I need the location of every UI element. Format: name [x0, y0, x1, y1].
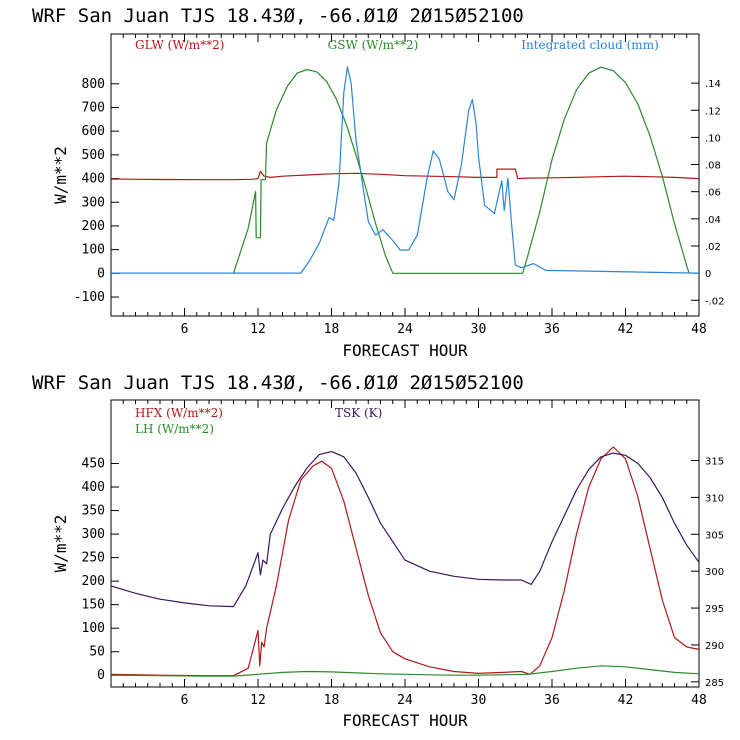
y2-tick-label: 285	[705, 678, 724, 689]
y-tick-label: 300	[82, 195, 105, 210]
x-tick-label: 18	[324, 693, 340, 708]
y2-tick-label: 0	[705, 269, 711, 280]
y-tick-label: 500	[82, 148, 105, 163]
chart-title: WRF San Juan TJS 18.43Ø, -66.Ø1Ø 2Ø15Ø52…	[32, 5, 524, 27]
y2-tick-label: 305	[705, 530, 724, 541]
x-axis-label: FORECAST HOUR	[342, 711, 468, 730]
x-axis-label: FORECAST HOUR	[342, 341, 468, 360]
x-tick-label: 48	[691, 693, 707, 708]
plot-frame	[110, 399, 700, 688]
y-tick-label: 150	[82, 598, 105, 613]
x-tick-label: 12	[250, 693, 266, 708]
y2-tick-label: .10	[705, 133, 721, 144]
y2-tick-label: 315	[705, 456, 724, 467]
y-axis-label: W/m**2	[51, 515, 70, 573]
chart-title: WRF San Juan TJS 18.43Ø, -66.Ø1Ø 2Ø15Ø52…	[32, 372, 524, 394]
y-tick-label: 0	[97, 266, 105, 281]
legend-entry: HFX (W/m**2)	[135, 406, 223, 420]
y2-tick-label: -.02	[705, 296, 725, 307]
legend-entry: GSW (W/m**2)	[328, 38, 419, 52]
y-tick-label: 800	[82, 77, 105, 92]
y-tick-label: 600	[82, 124, 105, 139]
y2-tick-label: .02	[705, 242, 721, 253]
legend-entry: TSK (K)	[335, 406, 382, 420]
y-tick-label: 50	[89, 645, 105, 660]
x-tick-label: 12	[250, 322, 266, 337]
series-line-lh	[110, 665, 700, 677]
x-tick-label: 30	[471, 322, 487, 337]
x-tick-label: 24	[397, 693, 413, 708]
y2-tick-label: 300	[705, 567, 724, 578]
y-tick-label: 200	[82, 219, 105, 234]
legend-entry: Integrated cloud (mm)	[521, 38, 659, 52]
x-tick-label: 42	[618, 322, 634, 337]
y-tick-label: 700	[82, 100, 105, 115]
y2-tick-label: 310	[705, 493, 724, 504]
y2-tick-label: .14	[705, 79, 721, 90]
y-tick-label: 400	[82, 480, 105, 495]
y-tick-label: 400	[82, 172, 105, 187]
legend-entry: LH (W/m**2)	[135, 422, 214, 436]
x-tick-label: 36	[544, 322, 560, 337]
y-tick-label: 250	[82, 551, 105, 566]
x-tick-label: 24	[397, 322, 413, 337]
y2-tick-label: .12	[705, 106, 721, 117]
legend-entry: GLW (W/m**2)	[135, 38, 224, 52]
x-tick-label: 30	[471, 693, 487, 708]
x-tick-label: 18	[324, 322, 340, 337]
y-tick-label: 100	[82, 243, 105, 258]
series-line-tsk	[110, 451, 700, 608]
y2-tick-label: .06	[705, 188, 721, 199]
y-tick-label: 350	[82, 504, 105, 519]
y-tick-label: 450	[82, 457, 105, 472]
series-line-gsw	[232, 66, 690, 274]
y2-tick-label: .04	[705, 215, 721, 226]
y-tick-label: 0	[97, 668, 105, 683]
series-line-hfx	[110, 446, 700, 677]
x-tick-label: 6	[181, 693, 189, 708]
y2-tick-label: .08	[705, 161, 721, 172]
x-tick-label: 36	[544, 693, 560, 708]
x-tick-label: 48	[691, 322, 707, 337]
x-tick-label: 42	[618, 693, 634, 708]
y-tick-label: 200	[82, 574, 105, 589]
series-line-integrated	[111, 66, 700, 274]
y-axis-label: W/m**2	[51, 146, 70, 204]
y-tick-label: 300	[82, 527, 105, 542]
x-tick-label: 6	[181, 322, 189, 337]
y2-tick-label: 295	[705, 604, 724, 615]
y-tick-label: 100	[82, 621, 105, 636]
y-tick-label: -100	[74, 290, 105, 305]
y2-tick-label: 290	[705, 641, 724, 652]
series-line-glw	[110, 168, 700, 181]
